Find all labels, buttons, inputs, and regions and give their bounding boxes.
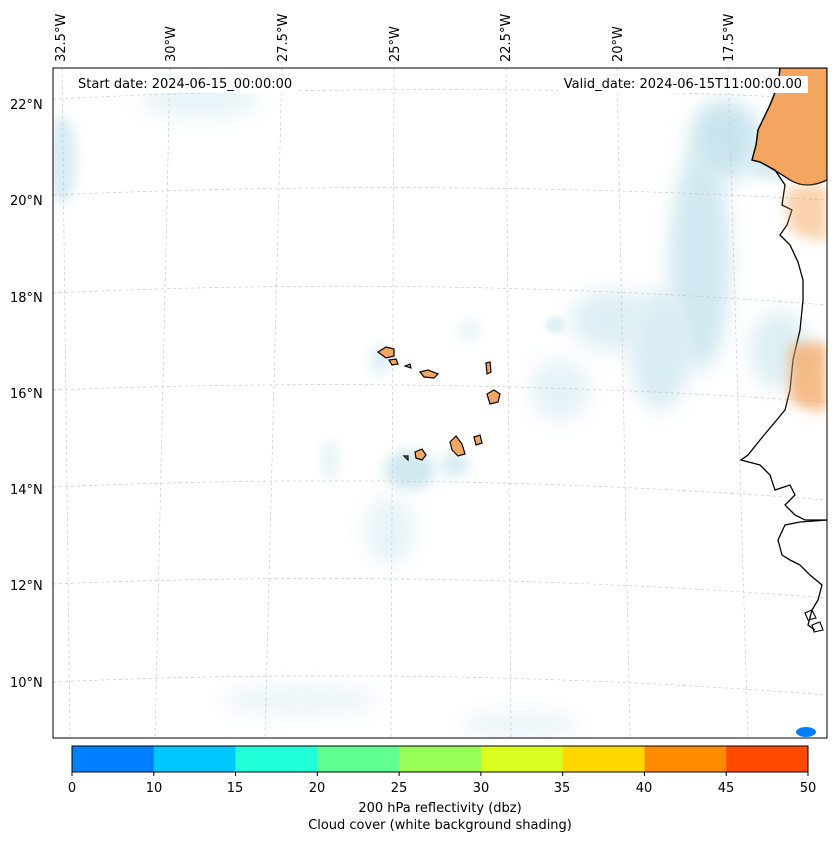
colorbar-tick-label: 35 [553,781,571,796]
colorbar-tick-label: 30 [472,781,490,796]
reflectivity-spot [796,727,816,737]
start-date-label: Start date: 2024-06-15_00:00:00 [72,76,299,93]
orange-shading-coast [790,342,827,411]
lon-label: 20°W [611,26,626,62]
colorbar-segment [726,746,809,772]
lat-label: 14°N [10,483,43,498]
colorbar-segment [153,746,237,772]
colorbar-tick-label: 0 [67,781,77,796]
guinea-bissau-islands [804,609,824,633]
orange-shading-north [785,185,827,240]
valid-date-label: Valid_date: 2024-06-15T11:00:00.00 [557,76,808,93]
colorbar-segment [317,746,400,772]
africa-coastline [739,68,827,521]
map-plot-area [53,68,827,738]
lon-label: 17.5°W [722,13,737,62]
colorbar-segment [644,746,727,772]
lat-label: 18°N [10,291,43,306]
lat-label: 22°N [10,98,43,113]
cape-verde-islands [376,346,501,462]
lon-label: 32.5°W [54,13,69,62]
colorbar [71,745,809,776]
colorbar-segment [235,746,318,772]
graticule [53,68,827,738]
lon-label: 22.5°W [499,13,514,62]
colorbar-segment [72,746,155,772]
colorbar-tick-label: 25 [390,781,408,796]
colorbar-tick-label: 50 [799,781,817,796]
colorbar-tick-label: 20 [308,781,326,796]
lon-label: 30°W [164,26,179,62]
colorbar-subtitle: Cloud cover (white background shading) [308,818,572,833]
colorbar-tick-label: 45 [717,781,735,796]
lat-label: 16°N [10,387,43,402]
lat-label: 12°N [10,579,43,594]
lat-label: 20°N [10,194,43,209]
lat-label: 10°N [10,676,43,691]
colorbar-title: 200 hPa reflectivity (dbz) [358,801,522,816]
colorbar-segment [562,746,645,772]
colorbar-tick-label: 15 [226,781,244,796]
lon-label: 25°W [388,26,403,62]
colorbar-tick-label: 10 [145,781,163,796]
colorbar-segment [399,746,482,772]
colorbar-segment [480,746,564,772]
map-frame [52,67,828,739]
colorbar-tick-label: 40 [635,781,653,796]
lon-label: 27.5°W [276,13,291,62]
